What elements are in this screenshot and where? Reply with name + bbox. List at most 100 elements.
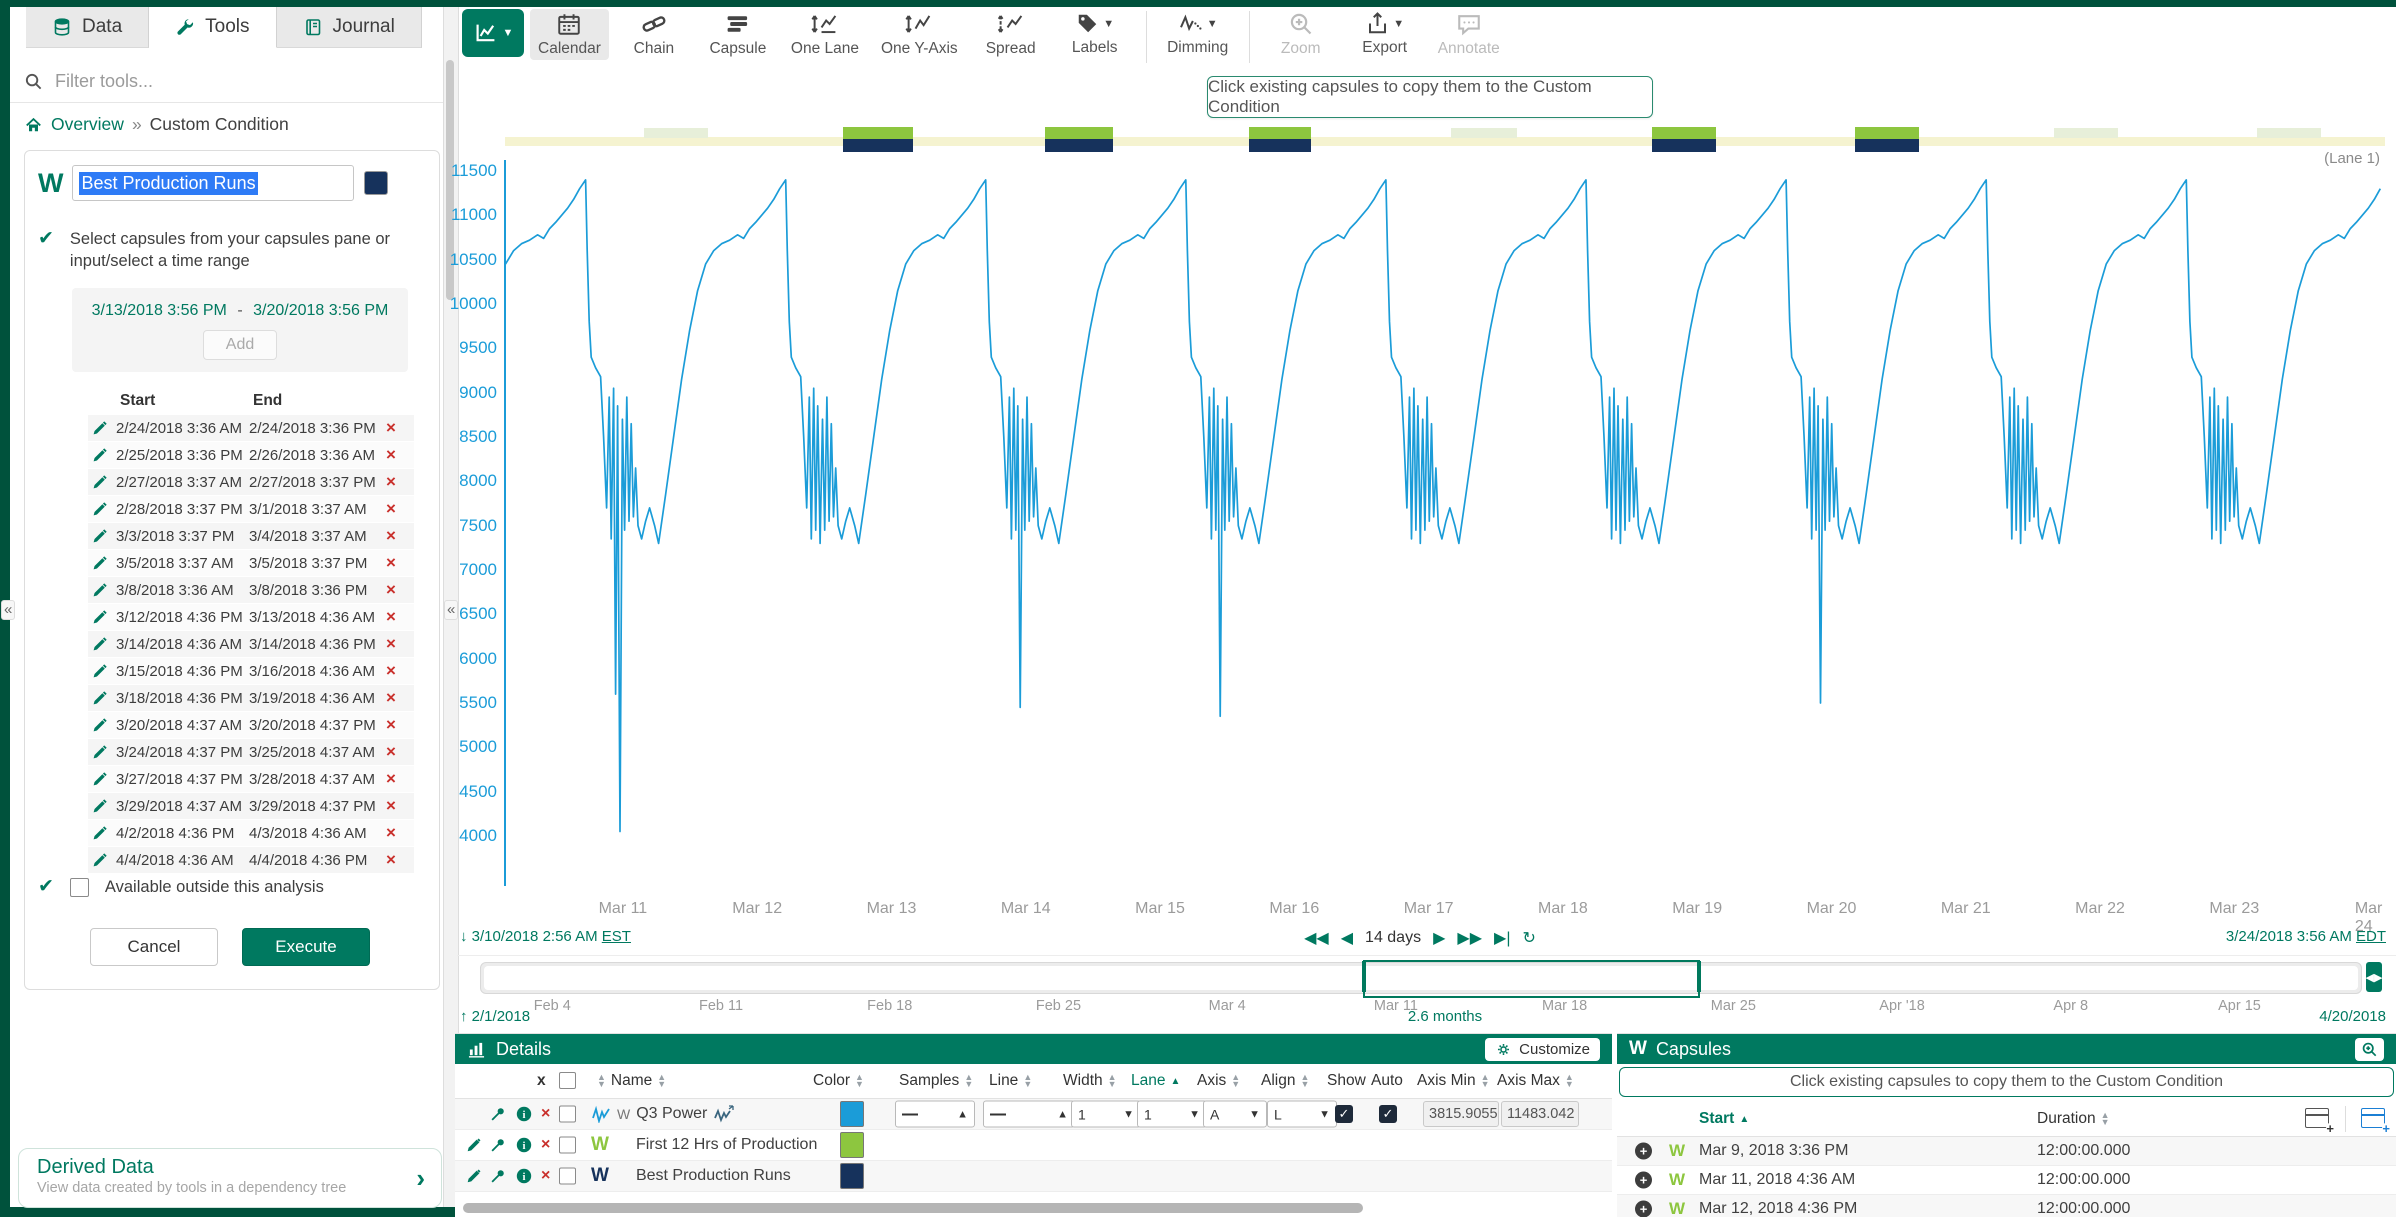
delete-capsule-icon[interactable]: × xyxy=(386,715,396,734)
scrubber-selection-window[interactable] xyxy=(1362,960,1701,998)
tab-journal[interactable]: Journal xyxy=(276,7,422,48)
add-capsule-table-icon[interactable] xyxy=(2361,1108,2390,1134)
samples-select[interactable]: ▲ xyxy=(895,1100,975,1128)
filter-tools-input[interactable]: Filter tools... xyxy=(55,70,154,91)
delete-capsule-icon[interactable]: × xyxy=(386,850,396,869)
edit-capsule-icon[interactable] xyxy=(92,690,116,706)
step-forward-full-icon[interactable]: ▶▶ xyxy=(1457,930,1483,947)
delete-capsule-icon[interactable]: × xyxy=(386,661,396,680)
step-back-half-icon[interactable]: ◀ xyxy=(1340,930,1354,947)
info-icon[interactable]: i xyxy=(515,1105,533,1123)
select-all-checkbox[interactable] xyxy=(559,1072,576,1089)
edit-capsule-icon[interactable] xyxy=(92,609,116,625)
pin-icon[interactable] xyxy=(489,1167,507,1185)
step-forward-half-icon[interactable]: ▶ xyxy=(1433,930,1446,947)
delete-capsule-icon[interactable]: × xyxy=(386,526,396,545)
best-production-runs-capsule[interactable] xyxy=(1652,139,1716,152)
delete-capsule-icon[interactable]: × xyxy=(386,445,396,464)
timezone-end[interactable]: EDT xyxy=(2356,928,2386,945)
delete-capsule-icon[interactable]: × xyxy=(386,688,396,707)
sort-icon[interactable]: ▲ ▼ xyxy=(1231,1072,1241,1089)
delete-capsule-icon[interactable]: × xyxy=(386,607,396,626)
toolbar-capsule-button[interactable]: Capsule xyxy=(699,9,777,60)
edit-capsule-icon[interactable] xyxy=(92,744,116,760)
scrubber-left-handle[interactable] xyxy=(1362,961,1366,992)
color-swatch[interactable] xyxy=(840,1101,864,1127)
remove-item-icon[interactable]: × xyxy=(541,1105,551,1122)
breadcrumb-overview-link[interactable]: Overview xyxy=(51,114,124,134)
remove-item-icon[interactable]: × xyxy=(541,1167,551,1184)
sidebar-scrollbar[interactable] xyxy=(446,60,454,300)
capsule-row[interactable]: + W Mar 11, 2018 4:36 AM 12:00:00.000 xyxy=(1617,1166,2396,1195)
capsule-row[interactable]: + W Mar 9, 2018 3:36 PM 12:00:00.000 xyxy=(1617,1137,2396,1166)
delete-capsule-icon[interactable]: × xyxy=(386,742,396,761)
first-12-hrs-capsule[interactable] xyxy=(843,127,913,139)
horizontal-scrollbar[interactable] xyxy=(463,1203,1363,1213)
edit-capsule-icon[interactable] xyxy=(92,474,116,490)
condition-capsule-pale[interactable] xyxy=(644,128,708,138)
row-checkbox[interactable] xyxy=(559,1105,576,1123)
derived-data-card[interactable]: Derived Data View data created by tools … xyxy=(18,1148,442,1208)
edit-capsule-icon[interactable] xyxy=(92,555,116,571)
lane-select[interactable]: 1 ▼ xyxy=(1137,1100,1207,1128)
tab-tools[interactable]: Tools xyxy=(149,7,277,48)
edit-icon[interactable] xyxy=(465,1167,483,1185)
add-column-icon[interactable] xyxy=(2305,1108,2334,1134)
delete-capsule-icon[interactable]: × xyxy=(386,499,396,518)
sort-icon[interactable]: ▲ ▼ xyxy=(964,1072,974,1089)
edit-capsule-icon[interactable] xyxy=(92,528,116,544)
sort-icon[interactable]: ▲ ▼ xyxy=(1300,1072,1310,1089)
color-swatch[interactable] xyxy=(840,1163,864,1189)
edit-capsule-icon[interactable] xyxy=(92,420,116,436)
first-12-hrs-capsule[interactable] xyxy=(1652,127,1716,139)
toolbar-one-lane-button[interactable]: One Lane xyxy=(783,9,867,60)
row-checkbox[interactable] xyxy=(559,1136,576,1154)
best-production-runs-capsule[interactable] xyxy=(843,139,913,152)
best-production-runs-capsule[interactable] xyxy=(1045,139,1113,152)
condition-capsule-pale[interactable] xyxy=(2054,128,2118,138)
tab-data[interactable]: Data xyxy=(26,7,150,48)
display-range-start[interactable]: 3/10/2018 2:56 AM xyxy=(471,928,598,945)
edit-capsule-icon[interactable] xyxy=(92,501,116,517)
row-checkbox[interactable] xyxy=(559,1167,576,1185)
collapse-left-panel-icon[interactable]: « xyxy=(1,600,16,620)
sort-icon[interactable]: ▲ ▼ xyxy=(1023,1072,1033,1089)
edit-capsule-icon[interactable] xyxy=(92,447,116,463)
capsule-row[interactable]: + W Mar 12, 2018 4:36 PM 12:00:00.000 xyxy=(1617,1195,2396,1217)
display-range-end[interactable]: 3/24/2018 3:56 AM xyxy=(2225,928,2352,945)
delete-capsule-icon[interactable]: × xyxy=(386,472,396,491)
edit-capsule-icon[interactable] xyxy=(92,852,116,868)
condition-name-input[interactable]: Best Production Runs xyxy=(72,165,355,201)
delete-capsule-icon[interactable]: × xyxy=(386,823,396,842)
delete-capsule-icon[interactable]: × xyxy=(386,769,396,788)
investigate-duration[interactable]: 2.6 months xyxy=(1407,1008,1483,1025)
toolbar-export-button[interactable]: ▼ Export xyxy=(1346,9,1424,59)
edit-icon[interactable] xyxy=(465,1136,483,1154)
item-name[interactable]: Q3 Power xyxy=(636,1105,708,1122)
step-back-full-icon[interactable]: ◀◀ xyxy=(1304,930,1329,947)
investigate-end[interactable]: 4/20/2018 xyxy=(2319,1008,2386,1025)
home-icon[interactable] xyxy=(24,116,43,134)
show-checkbox[interactable]: ✓ xyxy=(1335,1105,1353,1123)
edit-capsule-icon[interactable] xyxy=(92,825,116,841)
toolbar-spread-button[interactable]: Spread xyxy=(972,9,1050,60)
item-name[interactable]: Best Production Runs xyxy=(635,1167,791,1184)
delete-capsule-icon[interactable]: × xyxy=(386,418,396,437)
condition-capsule-pale[interactable] xyxy=(1451,128,1517,138)
trend-view-button[interactable]: ▼ xyxy=(462,9,524,57)
delete-capsule-icon[interactable]: × xyxy=(386,634,396,653)
pin-icon[interactable] xyxy=(489,1105,507,1123)
sort-asc-icon[interactable]: ▲ xyxy=(1170,1075,1181,1087)
auto-scale-checkbox[interactable]: ✓ xyxy=(1379,1105,1397,1123)
scrubber-resize-icon[interactable]: ◀▶ xyxy=(2366,962,2382,992)
line-width-select[interactable]: 1 ▼ xyxy=(1071,1100,1141,1128)
axis-min-input[interactable]: 3815.9055 xyxy=(1423,1101,1499,1127)
best-production-runs-capsule[interactable] xyxy=(1249,139,1311,152)
toolbar-calendar-button[interactable]: Calendar xyxy=(530,9,609,60)
info-icon[interactable]: i xyxy=(515,1167,533,1185)
edit-capsule-icon[interactable] xyxy=(92,582,116,598)
sort-icon[interactable]: ▲ ▼ xyxy=(1107,1072,1117,1089)
delete-capsule-icon[interactable]: × xyxy=(386,553,396,572)
customize-button[interactable]: Customize xyxy=(1485,1037,1600,1061)
collapse-sidebar-icon[interactable]: « xyxy=(444,600,459,620)
